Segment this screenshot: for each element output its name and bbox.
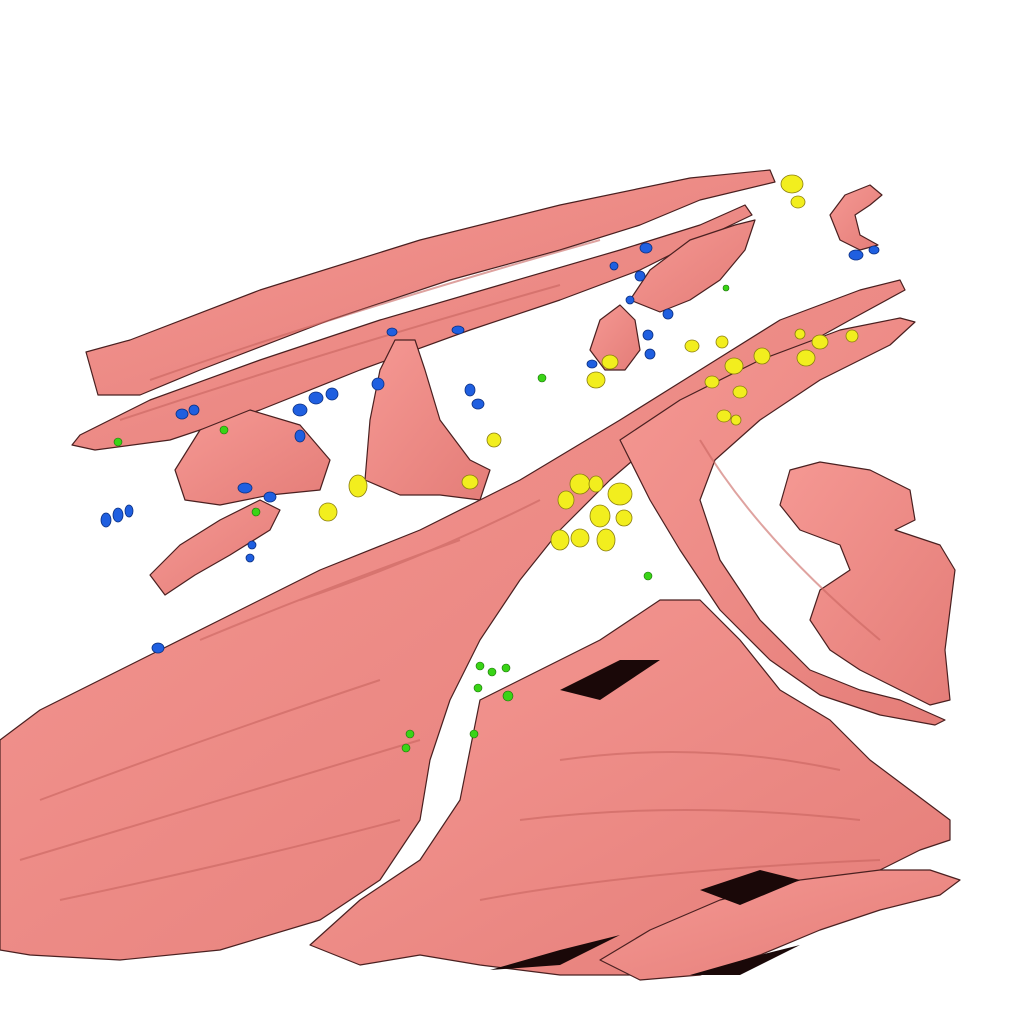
dark-gap-1	[560, 660, 660, 700]
membrane-ring-top-right	[829, 184, 883, 251]
membrane-central-lobe	[364, 339, 491, 501]
dark-gap-4	[690, 945, 800, 975]
membrane-upper-lobe-2	[589, 304, 641, 371]
membrane-sheets	[0, 169, 961, 981]
membrane-right-lamellae	[779, 461, 956, 706]
blue-particle-cluster	[100, 242, 880, 654]
yellow-particle-cluster	[318, 174, 859, 552]
dark-gap-2	[700, 870, 800, 905]
membrane-top-sheet	[85, 169, 776, 396]
dark-gap-3	[490, 935, 620, 970]
membrane-upper-lobe-1	[629, 219, 756, 313]
membrane-fold-left	[174, 409, 331, 506]
membrane-fold-left-lower	[149, 499, 281, 596]
membrane-shading	[19, 239, 881, 901]
membrane-right-arch	[619, 317, 946, 726]
green-particle-cluster	[113, 284, 730, 753]
membrane-dark-gaps	[490, 660, 800, 975]
